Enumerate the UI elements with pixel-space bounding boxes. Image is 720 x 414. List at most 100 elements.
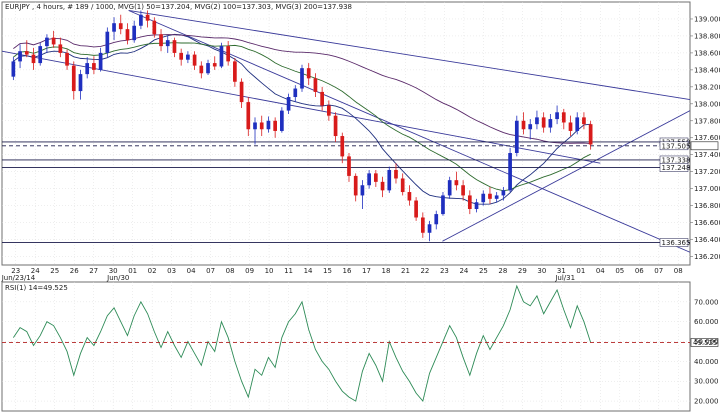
candle-body	[159, 34, 163, 47]
x-tick-label: 31	[557, 267, 566, 275]
candle-body	[112, 23, 116, 32]
candle-body	[71, 65, 76, 92]
candle-body	[555, 112, 559, 120]
rsi-y-tick-label: 50.000	[694, 338, 719, 346]
candle-body	[286, 97, 291, 111]
rsi-value-label: 49.525	[693, 339, 718, 347]
rsi-header: RSI(1) 14=49.525	[5, 284, 68, 292]
candle-body	[320, 91, 324, 106]
candle-body	[206, 63, 210, 74]
candle-body	[561, 112, 566, 123]
level-label: 137.338	[662, 156, 691, 164]
candle-body	[568, 122, 573, 131]
x-tick-label: 07	[206, 267, 215, 275]
candle-body	[441, 195, 445, 215]
candle-body	[488, 193, 492, 199]
x-tick-label: 01	[128, 267, 137, 275]
candle-body	[300, 68, 304, 89]
candle-body	[145, 14, 150, 21]
candle-body	[11, 61, 16, 77]
candle-body	[132, 25, 137, 41]
x-tick-label: 10	[265, 267, 274, 275]
candle-body	[105, 31, 110, 53]
candle-body	[31, 54, 36, 64]
candle-body	[306, 68, 311, 79]
rsi-y-tick-label: 20.000	[694, 398, 719, 406]
x-tick-label: 01	[576, 267, 585, 275]
x-tick-label: 27	[89, 267, 98, 275]
x-tick-label: 08	[226, 267, 235, 275]
candle-body	[340, 136, 345, 157]
x-tick-label: 30	[537, 267, 546, 275]
moving-average-50	[13, 33, 591, 205]
candle-body	[528, 124, 533, 130]
candle-body	[24, 51, 29, 55]
candle-body	[494, 195, 499, 199]
y-tick-label: 138.000	[694, 100, 720, 108]
x-tick-label: 04	[187, 267, 196, 275]
x-tick-label: 09	[245, 267, 254, 275]
y-tick-label: 138.200	[694, 83, 720, 91]
y-tick-label: 137.000	[694, 185, 720, 193]
candle-body	[353, 175, 358, 196]
chart-header: EURJPY , 4 hours, # 189 / 1000, MVG(1) 5…	[5, 3, 352, 11]
trend-line	[128, 10, 691, 101]
candle-body	[219, 46, 224, 67]
candle-body	[434, 214, 439, 225]
x-period-label: Jun/30	[106, 274, 129, 282]
x-tick-label: 14	[304, 267, 313, 275]
x-tick-label: 24	[459, 267, 468, 275]
candle-body	[508, 153, 512, 191]
candle-body	[98, 52, 103, 70]
rsi-line	[12, 284, 592, 403]
x-period-label: Jun/23/14	[1, 274, 36, 282]
y-tick-label: 138.400	[694, 66, 720, 74]
candle-body	[212, 63, 217, 67]
candle-body	[380, 181, 385, 191]
candle-body	[360, 185, 365, 196]
y-tick-label: 138.800	[694, 32, 720, 40]
candle-body	[414, 200, 418, 218]
x-tick-label: 21	[401, 267, 410, 275]
candle-body	[575, 117, 580, 131]
level-label-box	[659, 238, 689, 247]
candle-body	[420, 217, 425, 233]
candle-body	[313, 78, 318, 92]
candle-body	[273, 120, 277, 131]
candle-body	[246, 102, 251, 130]
candle-body	[293, 88, 298, 98]
candle-body	[407, 192, 412, 201]
candle-body	[514, 120, 519, 154]
candle-body	[92, 63, 96, 70]
candle-body	[78, 74, 83, 92]
candle-body	[51, 37, 56, 45]
candle-body	[461, 185, 465, 196]
candle-body	[259, 122, 264, 130]
level-label: 136.365	[662, 239, 691, 247]
x-tick-label: 25	[50, 267, 59, 275]
level-label: 137.248	[662, 164, 691, 172]
candle-body	[548, 119, 553, 128]
candle-body	[447, 180, 452, 196]
x-tick-label: 23	[11, 267, 20, 275]
candle-body	[179, 52, 184, 60]
y-tick-label: 136.800	[694, 202, 720, 210]
x-tick-label: 28	[498, 267, 507, 275]
x-tick-label: 26	[70, 267, 79, 275]
rsi-value-box	[690, 338, 719, 347]
x-tick-label: 18	[382, 267, 391, 275]
candle-body	[394, 169, 398, 179]
x-tick-label: 11	[284, 267, 293, 275]
candle-body	[233, 61, 237, 82]
rsi-y-tick-label: 70.000	[694, 298, 719, 306]
trend-line	[442, 110, 691, 242]
candle-body	[373, 173, 378, 182]
x-tick-label: 30	[109, 267, 118, 275]
candle-body	[58, 44, 63, 53]
candle-body	[45, 37, 49, 47]
y-tick-label: 139.000	[694, 15, 720, 23]
candle-body	[582, 117, 586, 125]
x-tick-label: 17	[362, 267, 371, 275]
y-tick-label: 137.400	[694, 151, 720, 159]
